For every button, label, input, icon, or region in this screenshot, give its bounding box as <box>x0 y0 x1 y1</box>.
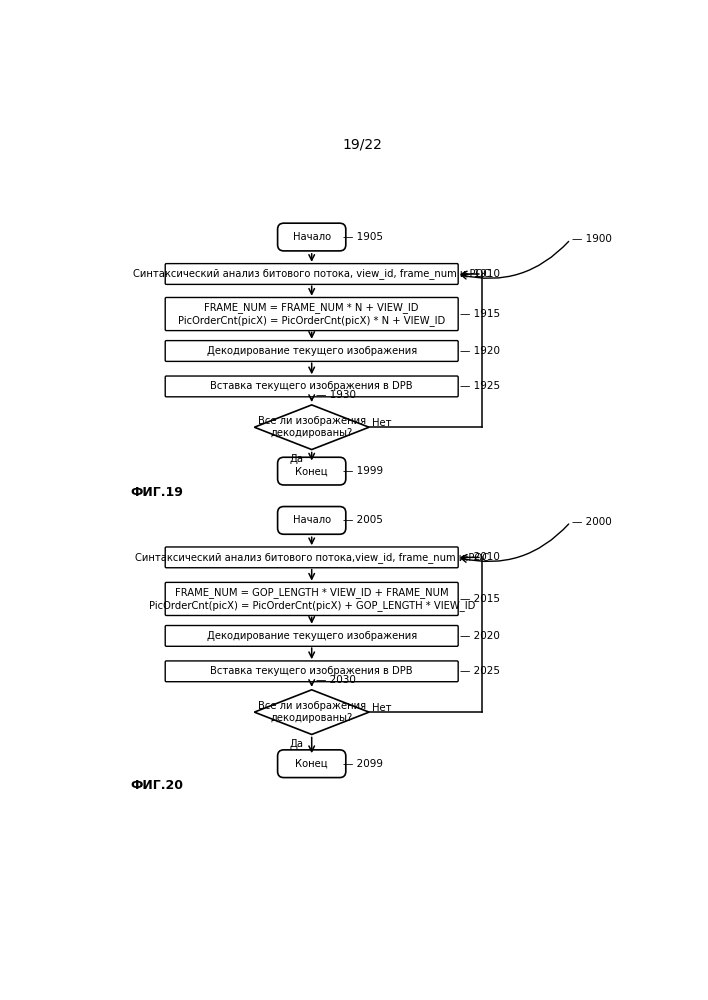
Text: — 1999: — 1999 <box>343 466 383 476</box>
FancyBboxPatch shape <box>165 547 458 568</box>
Text: FRAME_NUM = GOP_LENGTH * VIEW_ID + FRAME_NUM
PicOrderCnt(picX) = PicOrderCnt(pic: FRAME_NUM = GOP_LENGTH * VIEW_ID + FRAME… <box>149 587 475 611</box>
Polygon shape <box>254 405 369 450</box>
FancyBboxPatch shape <box>165 376 458 397</box>
Text: Декодирование текущего изображения: Декодирование текущего изображения <box>207 346 417 356</box>
Text: — 1905: — 1905 <box>343 232 383 242</box>
Text: Вставка текущего изображения в DPB: Вставка текущего изображения в DPB <box>210 381 413 391</box>
Text: Конец: Конец <box>295 759 328 769</box>
Text: — 1900: — 1900 <box>572 234 612 244</box>
Text: — 1910: — 1910 <box>460 269 500 279</box>
Text: — 1925: — 1925 <box>460 381 501 391</box>
Text: — 2015: — 2015 <box>460 594 500 604</box>
Text: Да: Да <box>289 739 303 749</box>
FancyBboxPatch shape <box>165 661 458 682</box>
Text: — 2005: — 2005 <box>343 515 382 525</box>
FancyBboxPatch shape <box>165 341 458 361</box>
Text: 19/22: 19/22 <box>343 138 383 152</box>
Text: Синтаксический анализ битового потока,view_id, frame_num и РОС: Синтаксический анализ битового потока,vi… <box>135 552 489 563</box>
FancyBboxPatch shape <box>278 223 346 251</box>
Text: ФИГ.20: ФИГ.20 <box>130 779 183 792</box>
Text: FRAME_NUM = FRAME_NUM * N + VIEW_ID
PicOrderCnt(picX) = PicOrderCnt(picX) * N + : FRAME_NUM = FRAME_NUM * N + VIEW_ID PicO… <box>178 302 445 326</box>
Polygon shape <box>254 690 369 734</box>
Text: — 2000: — 2000 <box>572 517 612 527</box>
Text: — 2020: — 2020 <box>460 631 500 641</box>
FancyBboxPatch shape <box>278 750 346 778</box>
Text: Декодирование текущего изображения: Декодирование текущего изображения <box>207 631 417 641</box>
FancyBboxPatch shape <box>165 626 458 646</box>
Text: — 2099: — 2099 <box>343 759 383 769</box>
Text: Начало: Начало <box>292 515 331 525</box>
Text: Да: Да <box>289 454 303 464</box>
Text: Вставка текущего изображения в DPB: Вставка текущего изображения в DPB <box>210 666 413 676</box>
Text: — 1920: — 1920 <box>460 346 500 356</box>
Text: ФИГ.19: ФИГ.19 <box>130 486 183 499</box>
FancyBboxPatch shape <box>165 297 458 331</box>
Text: Конец: Конец <box>295 466 328 476</box>
FancyBboxPatch shape <box>278 457 346 485</box>
FancyBboxPatch shape <box>278 507 346 534</box>
Text: Все ли изображения
декодированы?: Все ли изображения декодированы? <box>258 416 366 438</box>
Text: Нет: Нет <box>372 703 392 713</box>
FancyBboxPatch shape <box>165 264 458 284</box>
FancyBboxPatch shape <box>165 582 458 615</box>
Text: Синтаксический анализ битового потока, view_id, frame_num и РОС: Синтаксический анализ битового потока, v… <box>133 269 490 279</box>
Text: Нет: Нет <box>372 418 392 428</box>
Text: — 2030: — 2030 <box>316 675 356 685</box>
Text: — 1915: — 1915 <box>460 309 501 319</box>
Text: Начало: Начало <box>292 232 331 242</box>
Text: — 2010: — 2010 <box>460 552 500 562</box>
Text: — 2025: — 2025 <box>460 666 500 676</box>
Text: Все ли изображения
декодированы?: Все ли изображения декодированы? <box>258 701 366 723</box>
Text: — 1930: — 1930 <box>316 390 356 400</box>
